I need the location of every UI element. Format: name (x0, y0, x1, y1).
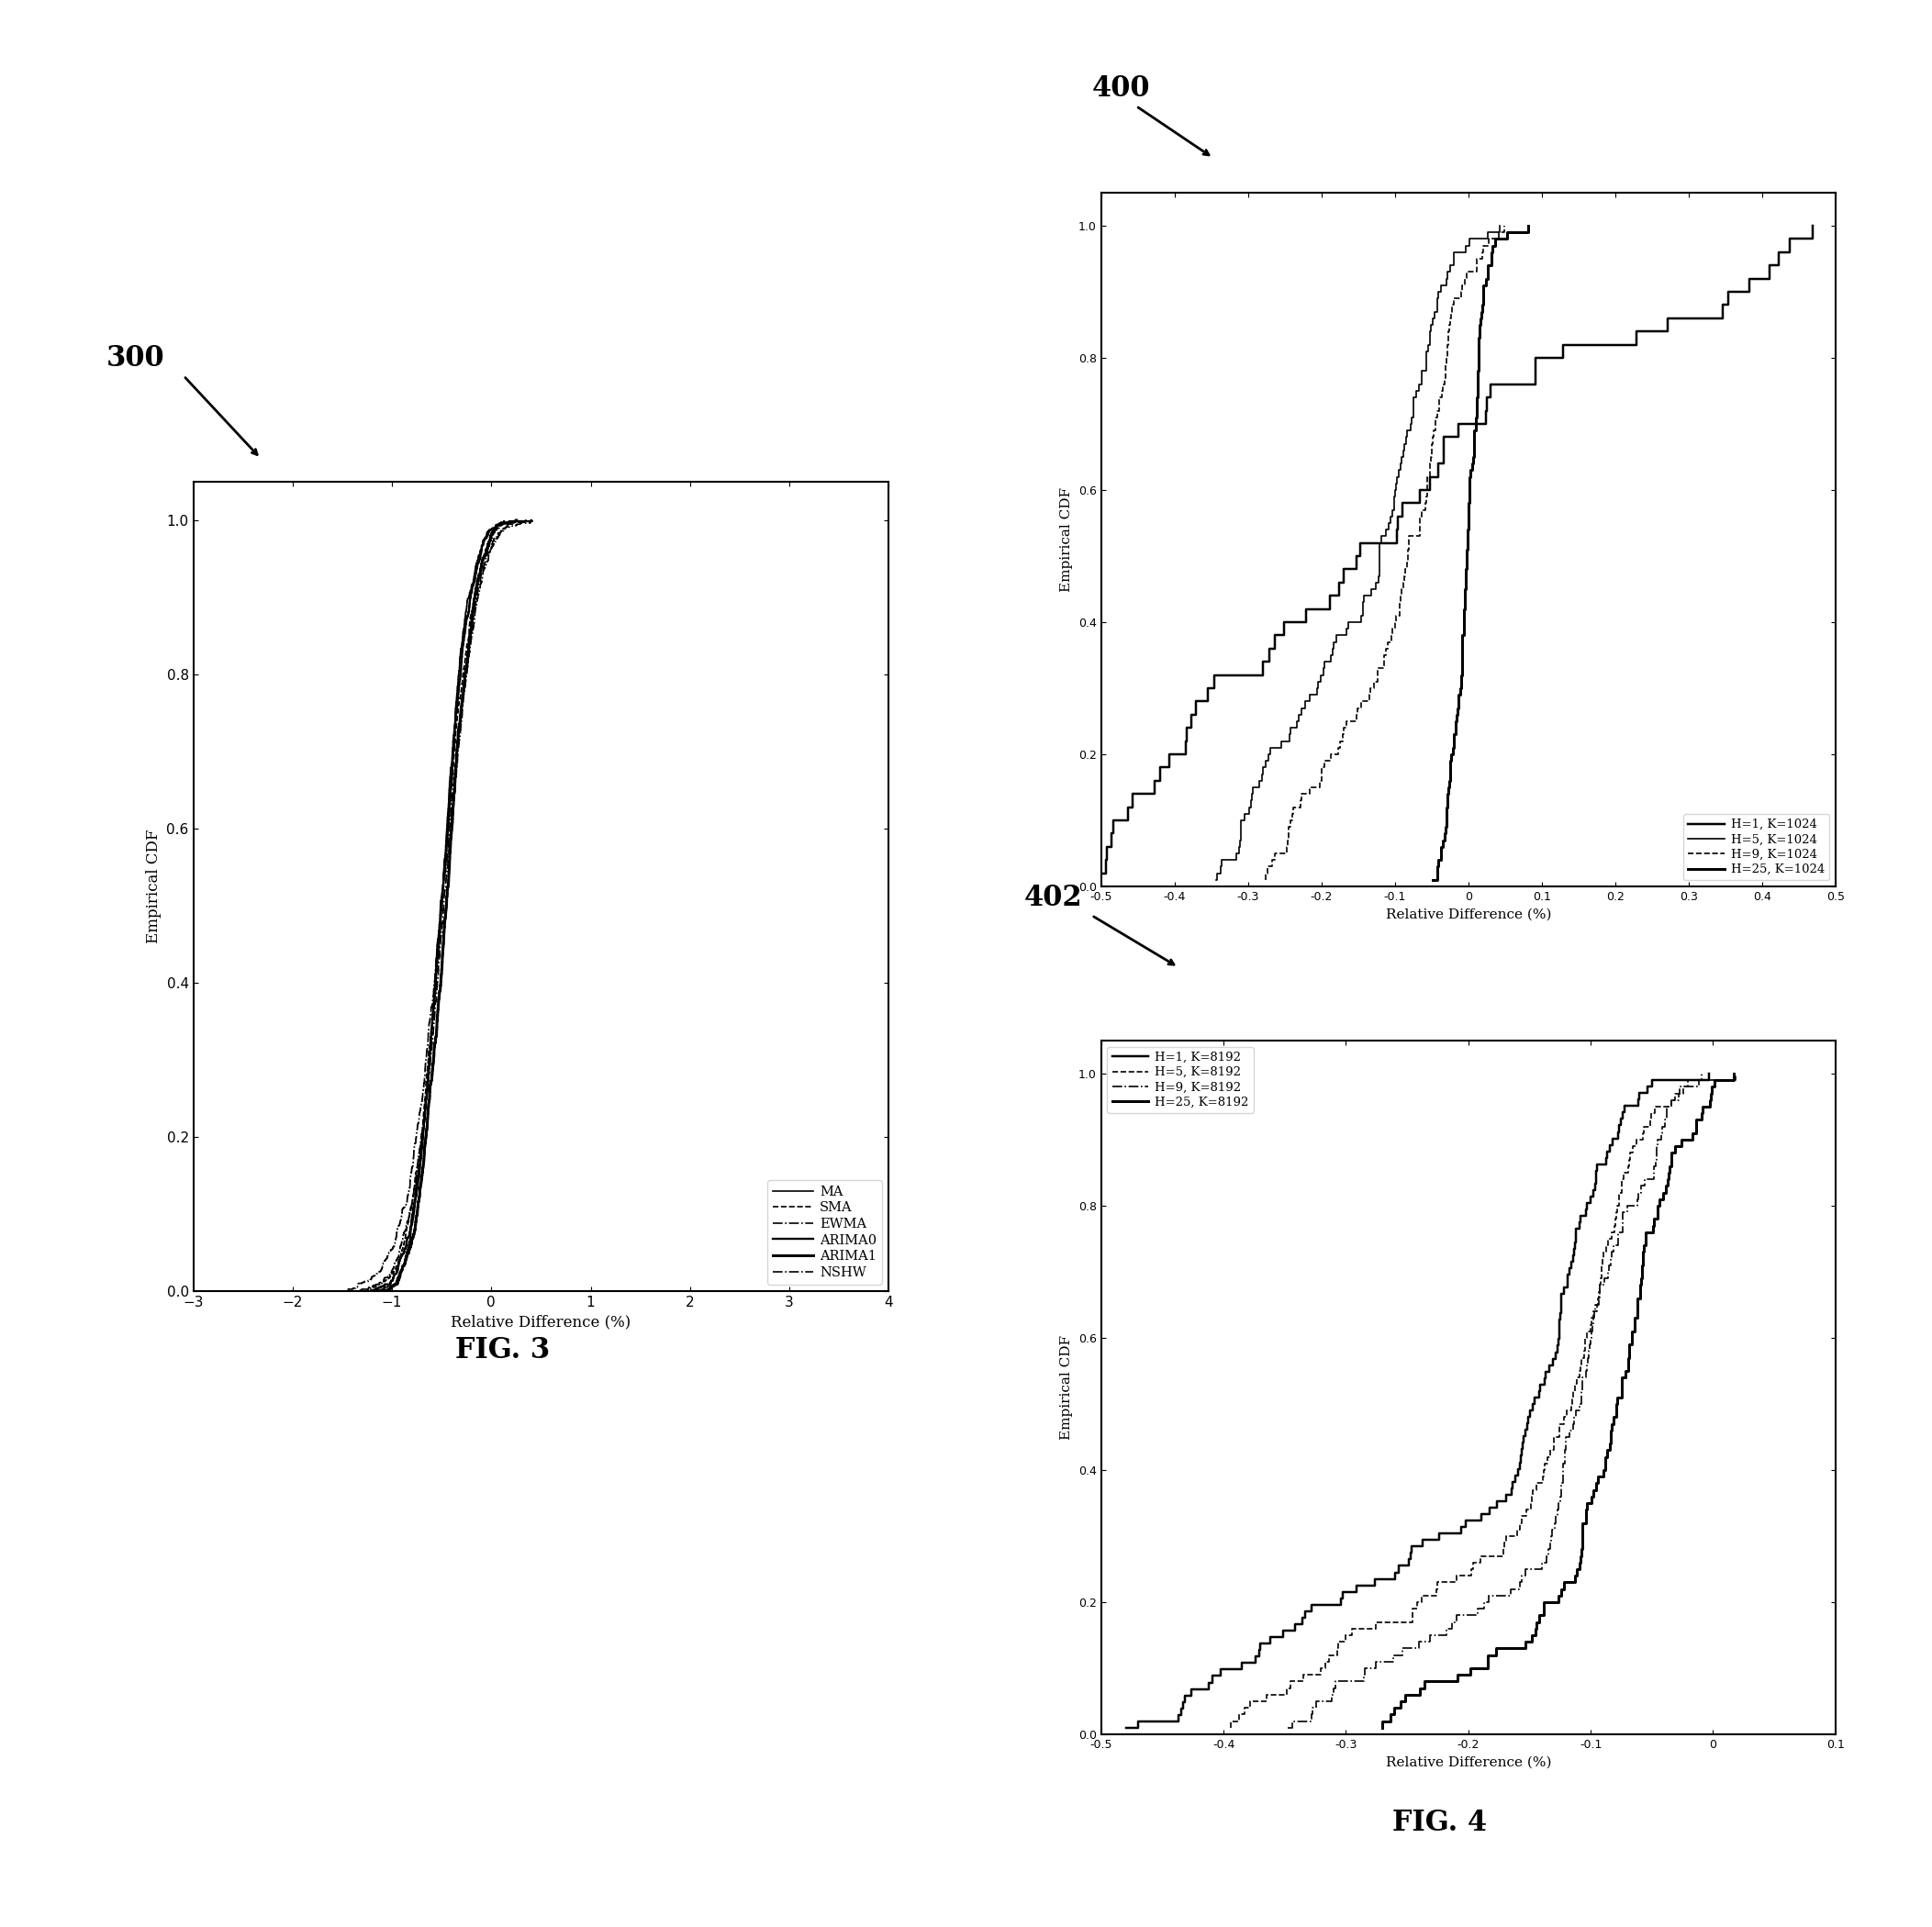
Y-axis label: Empirical CDF: Empirical CDF (1061, 488, 1074, 592)
Text: 300: 300 (106, 345, 164, 372)
Y-axis label: Empirical CDF: Empirical CDF (145, 829, 162, 944)
X-axis label: Relative Difference (%): Relative Difference (%) (1385, 1755, 1551, 1769)
X-axis label: Relative Difference (%): Relative Difference (%) (450, 1314, 632, 1330)
Text: FIG. 4: FIG. 4 (1393, 1809, 1486, 1836)
Text: 402: 402 (1024, 884, 1082, 911)
Legend: MA, SMA, EWMA, ARIMA0, ARIMA1, NSHW: MA, SMA, EWMA, ARIMA0, ARIMA1, NSHW (767, 1179, 883, 1285)
Legend: H=1, K=8192, H=5, K=8192, H=9, K=8192, H=25, K=8192: H=1, K=8192, H=5, K=8192, H=9, K=8192, H… (1107, 1046, 1254, 1114)
Text: FIG. 3: FIG. 3 (454, 1337, 551, 1364)
X-axis label: Relative Difference (%): Relative Difference (%) (1385, 908, 1551, 921)
Y-axis label: Empirical CDF: Empirical CDF (1061, 1335, 1074, 1439)
Text: 400: 400 (1092, 75, 1150, 102)
Legend: H=1, K=1024, H=5, K=1024, H=9, K=1024, H=25, K=1024: H=1, K=1024, H=5, K=1024, H=9, K=1024, H… (1683, 813, 1830, 881)
